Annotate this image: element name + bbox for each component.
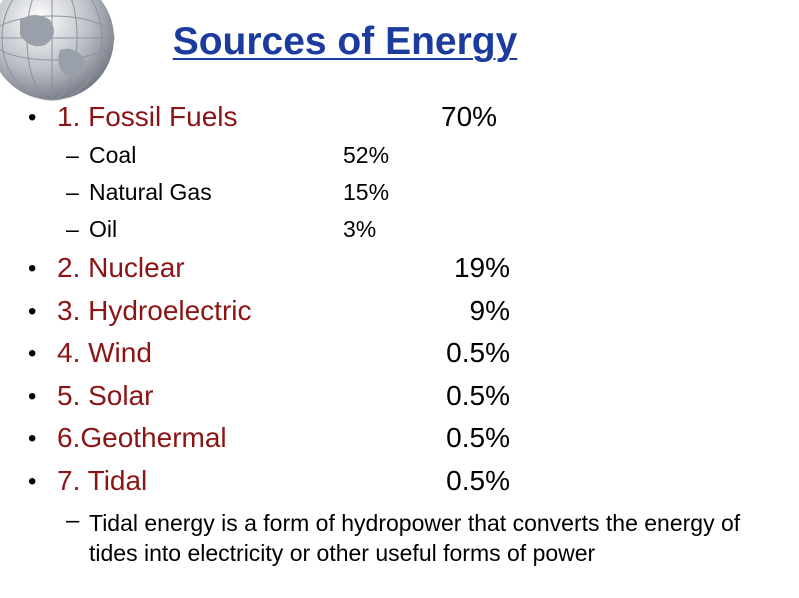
bullet: • <box>28 340 37 367</box>
bullet: • <box>28 468 37 495</box>
bullet: • <box>28 255 37 282</box>
subitem-label: Coal <box>89 142 137 168</box>
item-label: 3. Hydroelectric <box>57 295 252 326</box>
item-value: 19% <box>453 252 510 283</box>
subitem-value: 15% <box>343 179 390 205</box>
subitem-label: Oil <box>89 216 118 242</box>
item-label: 6.Geothermal <box>57 422 227 453</box>
dash: – <box>66 507 80 534</box>
item-label: 4. Wind <box>57 337 152 368</box>
item-label: 5. Solar <box>57 380 154 411</box>
item-value: 0.5% <box>446 465 510 496</box>
subitem-value: 52% <box>343 142 390 168</box>
item-value: 0.5% <box>446 422 510 453</box>
item-value: 70% <box>441 101 498 132</box>
dash: – <box>66 142 79 168</box>
item-label: 1. Fossil Fuels <box>57 101 238 132</box>
item-label: 2. Nuclear <box>57 252 185 283</box>
dash: – <box>66 216 79 242</box>
bullet: • <box>28 298 37 325</box>
note: Tidal energy is a form of hydropower tha… <box>89 510 741 566</box>
bullet: • <box>28 425 37 452</box>
subitem-label: Natural Gas <box>89 179 212 205</box>
item-value: 0.5% <box>446 380 510 411</box>
bullet: • <box>28 104 37 131</box>
item-label: 7. Tidal <box>57 465 148 496</box>
dash: – <box>66 179 79 205</box>
slide-title: Sources of Energy <box>172 20 518 63</box>
bullet: • <box>28 383 37 410</box>
item-value: 0.5% <box>446 337 510 368</box>
item-value: 9% <box>469 295 510 326</box>
subitem-value: 3% <box>343 216 377 242</box>
globe-logo <box>0 0 115 101</box>
